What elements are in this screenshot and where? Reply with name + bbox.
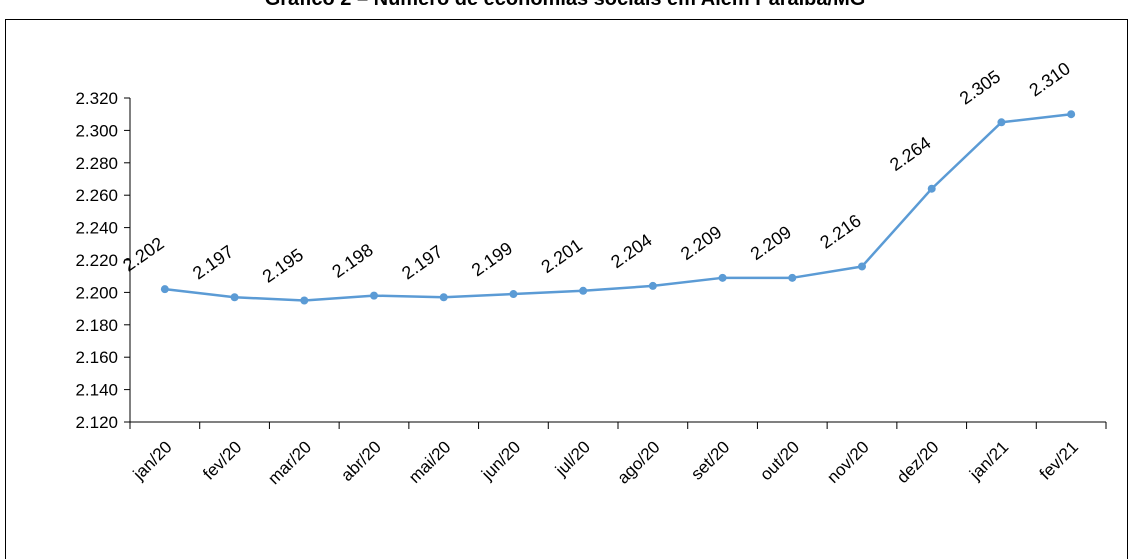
data-point [230, 293, 239, 302]
data-label: 2.197 [398, 241, 446, 283]
y-tick-label: 2.160 [75, 348, 118, 367]
x-tick-label: jan/20 [129, 437, 176, 484]
data-label: 2.197 [189, 241, 237, 283]
chart-title: Gráfico 2 – Número de economias sociais … [0, 0, 1130, 11]
x-tick-label: jul/20 [551, 437, 594, 480]
data-label: 2.201 [538, 235, 586, 277]
chart-frame [5, 19, 1128, 559]
y-tick-label: 2.200 [75, 283, 118, 302]
data-label: 2.264 [886, 133, 934, 175]
data-point [718, 273, 727, 282]
y-tick-label: 2.280 [75, 154, 118, 173]
x-tick-label: ago/20 [613, 437, 663, 487]
data-point [300, 296, 309, 305]
y-tick-label: 2.300 [75, 121, 118, 140]
data-label: 2.310 [1026, 58, 1074, 100]
x-axis: jan/20 fev/20 mar/20 abr/20 mai/20 jun/20 jul/… [129, 421, 1107, 488]
data-point [858, 262, 866, 271]
y-tick-label: 2.120 [75, 413, 118, 432]
data-label: 2.195 [259, 244, 307, 286]
data-label: 2.216 [816, 210, 864, 252]
data-point [439, 293, 448, 302]
data-label: 2.209 [747, 222, 795, 264]
data-label: 2.198 [328, 240, 376, 282]
y-tick-label: 2.220 [75, 251, 118, 270]
data-point [1067, 110, 1076, 119]
series-path [164, 112, 1072, 302]
data-label: 2.204 [607, 230, 655, 272]
x-tick-label: mar/20 [264, 437, 315, 488]
x-tick-label: fev/21 [1036, 437, 1082, 483]
x-tick-label: set/20 [687, 437, 733, 483]
data-point [997, 118, 1006, 127]
series-line [160, 110, 1076, 305]
data-point [788, 273, 797, 282]
data-label: 2.202 [119, 233, 167, 275]
data-point [509, 290, 518, 299]
data-point [160, 285, 169, 294]
x-tick-label: nov/20 [823, 437, 873, 487]
data-point [927, 184, 936, 193]
data-labels: 2.202 2.197 2.195 2.198 2.197 2.199 2.201 2.204… [119, 58, 1074, 287]
x-tick-label: jun/20 [477, 437, 524, 484]
y-tick-label: 2.260 [75, 186, 118, 205]
y-tick-label: 2.140 [75, 381, 118, 400]
data-point [579, 286, 588, 295]
x-tick-label: mai/20 [405, 437, 455, 487]
x-tick-label: out/20 [756, 437, 803, 484]
y-tick-label: 2.180 [75, 316, 118, 335]
data-label: 2.199 [468, 238, 516, 280]
x-tick-label: abr/20 [337, 437, 385, 485]
y-tick-label: 2.240 [75, 219, 118, 238]
y-tick-label: 2.320 [75, 89, 118, 108]
y-axis: 2.120 2.140 2.160 2.180 2.200 2.220 2.240 2.260… [75, 89, 131, 432]
data-label: 2.209 [677, 222, 725, 264]
data-point [648, 281, 657, 290]
line-chart: 2.120 2.140 2.160 2.180 2.200 2.220 2.240 2.260… [75, 58, 1107, 488]
x-tick-label: jan/21 [965, 437, 1012, 484]
data-label: 2.305 [956, 66, 1004, 108]
data-point [370, 291, 378, 300]
x-tick-label: dez/20 [893, 437, 943, 487]
x-tick-label: fev/20 [199, 437, 245, 483]
